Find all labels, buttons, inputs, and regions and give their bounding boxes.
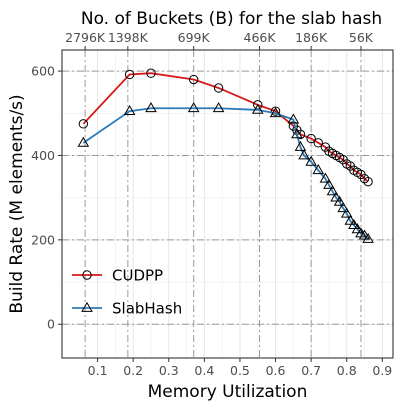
cudpp-point xyxy=(146,68,156,78)
cudpp-point xyxy=(78,119,89,129)
series-layer xyxy=(77,68,374,243)
cudpp-point xyxy=(213,83,224,93)
slabhash-point xyxy=(323,178,335,189)
legend-key-marker xyxy=(82,270,92,280)
top-tick-label: 186K xyxy=(295,30,328,45)
legend-label: SlabHash xyxy=(112,300,182,318)
slabhash-point xyxy=(294,140,307,151)
cudpp-point xyxy=(270,106,281,116)
slabhash-point xyxy=(123,104,136,116)
x-tick-label: 0.1 xyxy=(88,363,108,378)
x-tick-label: 0.2 xyxy=(123,363,143,378)
slabhash-point xyxy=(269,107,282,118)
slabhash-point xyxy=(340,207,353,218)
plot-panel xyxy=(61,49,394,359)
x-tick-label: 0.8 xyxy=(337,363,357,378)
x-axis-label: Memory Utilization xyxy=(148,382,308,402)
x-tick-label: 0.7 xyxy=(301,363,321,378)
cudpp-point xyxy=(359,173,370,184)
x-tick-label: 0.4 xyxy=(194,363,214,378)
slabhash-point xyxy=(362,232,374,243)
slabhash-point xyxy=(312,164,325,175)
cudpp-line xyxy=(82,72,369,183)
x-tick-label: 0.3 xyxy=(159,363,179,378)
slabhash-point xyxy=(326,185,339,196)
y-tick-label: 400 xyxy=(31,148,55,163)
slabhash-point xyxy=(351,223,364,234)
cudpp-point xyxy=(306,133,316,144)
slabhash-point xyxy=(145,102,157,113)
top-tick-label: 699K xyxy=(178,30,211,45)
grid xyxy=(62,50,393,358)
x-tick-label: 0.6 xyxy=(266,363,286,378)
slabhash-point xyxy=(287,113,300,124)
legend: CUDPP SlabHash xyxy=(72,267,182,318)
slabhash-point xyxy=(291,128,303,139)
legend-key-marker xyxy=(81,301,93,312)
legend-item-slabhash: SlabHash xyxy=(72,300,182,318)
y-tick-label: 0 xyxy=(47,317,55,332)
slabhash-point xyxy=(251,103,264,114)
top-tick-label: 1398K xyxy=(108,30,149,45)
slabhash-point xyxy=(77,136,90,147)
series-slabhash xyxy=(77,102,374,243)
slabhash-point xyxy=(344,214,357,225)
x-tick-label: 0.9 xyxy=(372,363,392,378)
slabhash-point xyxy=(337,202,349,213)
slabhash-point xyxy=(212,102,225,113)
slabhash-point xyxy=(187,102,200,113)
slabhash-point xyxy=(330,191,342,202)
slabhash-point xyxy=(305,155,317,166)
x-tick-label: 0.5 xyxy=(230,363,250,378)
cudpp-point xyxy=(313,138,323,148)
top-tick-label: 56K xyxy=(349,30,374,45)
top-tick-label: 466K xyxy=(244,30,277,45)
y-axis-label: Build Rate (M elements/s) xyxy=(7,94,27,313)
ticks-layer: 0.1 0.2 0.3 0.4 0.5 0.6 0.7 0.8 0.9 0 200 400 600 279… xyxy=(31,30,392,378)
y-tick-label: 200 xyxy=(31,232,55,247)
series-cudpp xyxy=(78,68,373,187)
chart-title: No. of Buckets (B) for the slab hash xyxy=(81,9,382,29)
legend-label: CUDPP xyxy=(112,267,163,285)
cudpp-point xyxy=(124,69,135,80)
slabhash-point xyxy=(319,172,332,183)
y-tick-label: 600 xyxy=(31,64,55,79)
slabhash-point xyxy=(333,195,346,206)
legend-item-cudpp: CUDPP xyxy=(72,267,163,285)
cudpp-point xyxy=(188,74,199,85)
top-tick-label: 2796K xyxy=(65,30,106,45)
slabhash-point xyxy=(298,149,310,160)
cudpp-point xyxy=(363,176,373,187)
slabhash-point xyxy=(348,218,360,229)
